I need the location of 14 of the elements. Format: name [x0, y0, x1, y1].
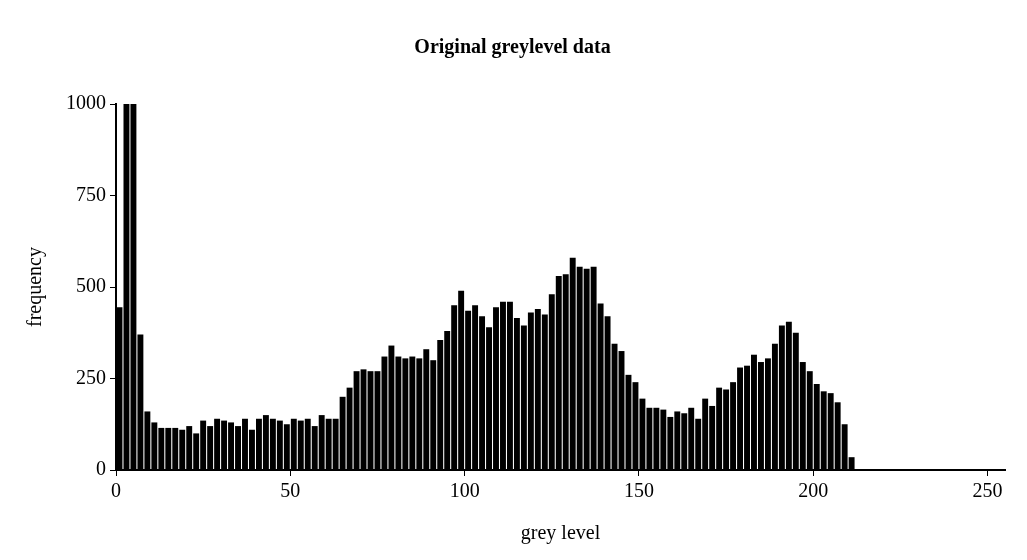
x-tick-label: 250 [972, 479, 1003, 502]
x-tick-label: 150 [623, 479, 654, 502]
x-tick-label: 50 [280, 479, 301, 502]
y-axis-title: frequency [23, 247, 47, 327]
y-tick-label: 1000 [66, 91, 106, 114]
x-tick-label: 200 [798, 479, 829, 502]
x-tick-label: 100 [449, 479, 480, 502]
y-tick-label: 500 [76, 274, 106, 297]
x-axis-title: grey level [520, 521, 601, 545]
y-tick-label: 750 [76, 182, 106, 205]
chart-title: Original greylevel data [414, 35, 611, 59]
y-tick-label: 250 [76, 365, 106, 388]
y-tick-label: 0 [96, 457, 106, 480]
x-tick-label: 0 [111, 479, 121, 502]
